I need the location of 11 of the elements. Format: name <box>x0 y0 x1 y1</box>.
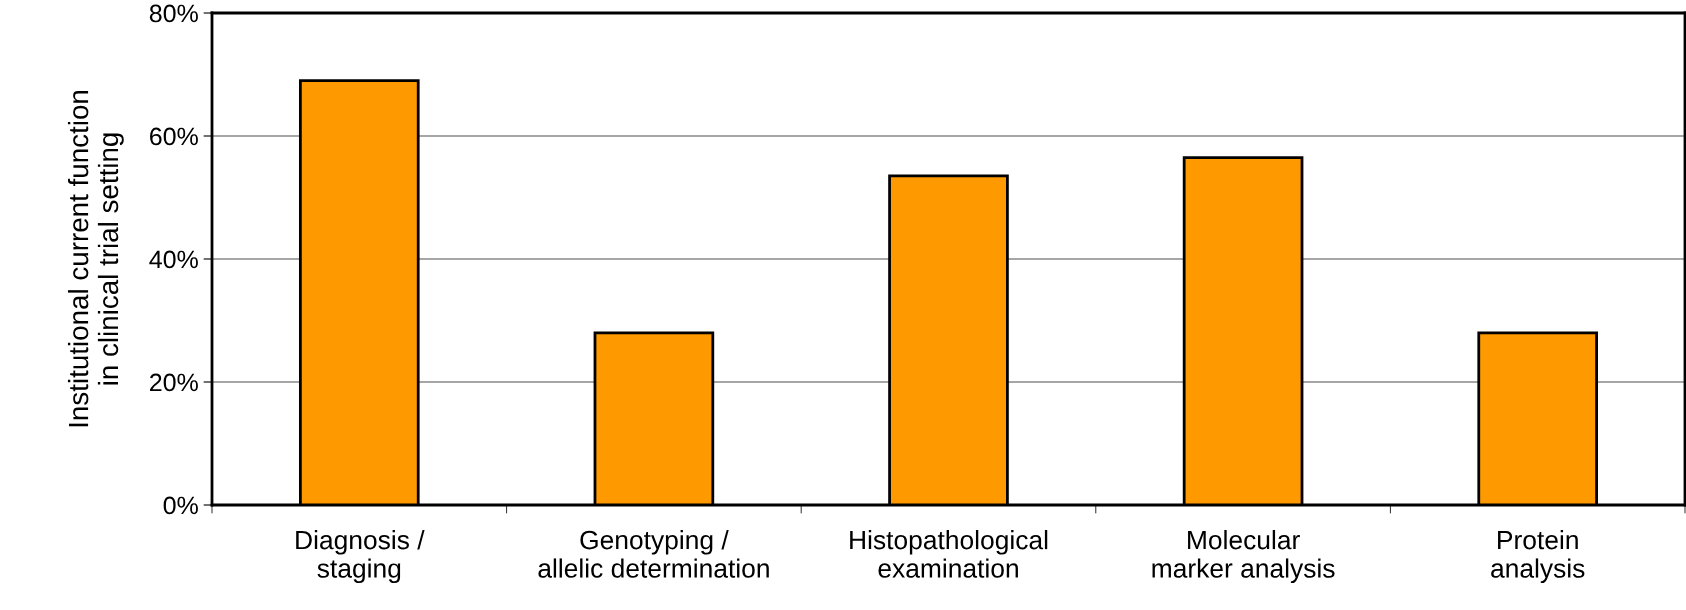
y-tick-label: 20% <box>150 373 198 392</box>
y-axis-title: Institutional current function in clinical trial setting <box>67 90 124 427</box>
y-tick-label: 60% <box>150 127 198 146</box>
x-tick-label: Molecular marker analysis <box>1152 530 1335 584</box>
y-tick-label: 40% <box>149 250 198 269</box>
y-tick-label: 0% <box>163 496 198 515</box>
x-tick-label: Protein analysis <box>1491 530 1585 584</box>
y-tick-label: 80% <box>149 4 198 23</box>
x-tick-label: Diagnosis / staging <box>296 530 425 584</box>
x-tick-label: Histopathological examination <box>850 530 1048 578</box>
x-tick-label: Genotyping / allelic determination <box>538 530 769 578</box>
